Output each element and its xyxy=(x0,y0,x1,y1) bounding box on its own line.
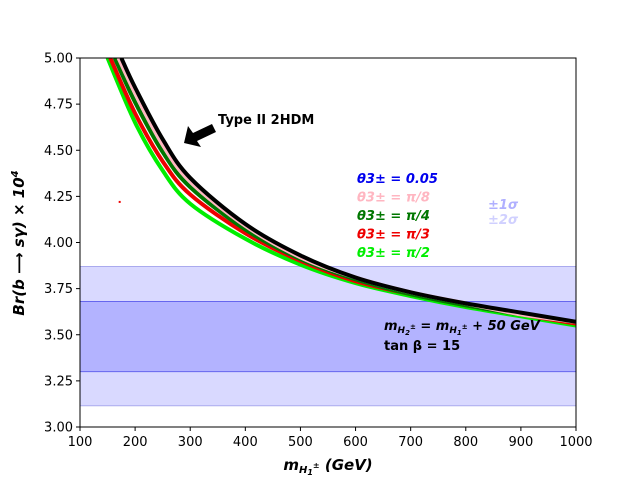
y-tick-label: 3.25 xyxy=(44,374,73,389)
y-tick-label: 3.75 xyxy=(44,282,73,297)
data-point xyxy=(118,200,121,203)
y-tick-label: 4.75 xyxy=(44,98,73,113)
tanbeta-label: tan β = 15 xyxy=(384,339,460,354)
x-tick-label: 300 xyxy=(178,435,203,450)
mass-relation-label: mH2± = mH1± + 50 GeV xyxy=(384,319,541,337)
y-tick-label: 4.00 xyxy=(44,236,73,251)
legend-entry-1: θ3± = π/8 xyxy=(357,191,430,206)
x-tick-label: 900 xyxy=(508,435,533,450)
band-legend-entry-1: ±2σ xyxy=(488,213,519,228)
x-tick-label: 200 xyxy=(123,435,148,450)
y-tick-label: 3.00 xyxy=(44,421,73,436)
x-tick-label: 1000 xyxy=(559,435,592,450)
x-tick-label: 500 xyxy=(288,435,313,450)
legend-entry-4: θ3± = π/2 xyxy=(357,246,430,261)
y-tick-label: 4.50 xyxy=(44,144,73,159)
type2-label: Type II 2HDM xyxy=(218,113,314,128)
y-tick-label: 4.25 xyxy=(44,190,73,205)
legend: θ3± = 0.05 θ3± = π/8 θ3± = π/4 θ3± = π/3 θ3±… xyxy=(357,172,438,261)
band-legend-entry-0: ±1σ xyxy=(488,198,519,213)
legend-entry-3: θ3± = π/3 xyxy=(357,228,430,243)
x-tick-label: 100 xyxy=(68,435,93,450)
legend-entry-2: θ3± = π/4 xyxy=(357,209,430,224)
x-tick-label: 600 xyxy=(343,435,368,450)
x-axis-label: mH1± (GeV) xyxy=(283,456,372,477)
x-tick-label: 700 xyxy=(398,435,423,450)
y-tick-label: 5.00 xyxy=(44,52,73,67)
x-tick-label: 800 xyxy=(453,435,478,450)
x-tick-label: 400 xyxy=(233,435,258,450)
series-line-4 xyxy=(119,58,576,324)
band-legend: ±1σ±2σ xyxy=(488,198,519,228)
arrow-icon xyxy=(184,124,216,147)
type2-annotation: Type II 2HDM xyxy=(184,113,314,147)
y-tick-label: 3.50 xyxy=(44,328,73,343)
legend-entry-0: θ3± = 0.05 xyxy=(357,172,438,187)
y-axis-label: Br(b ⟶ sγ) × 104 xyxy=(10,170,28,315)
